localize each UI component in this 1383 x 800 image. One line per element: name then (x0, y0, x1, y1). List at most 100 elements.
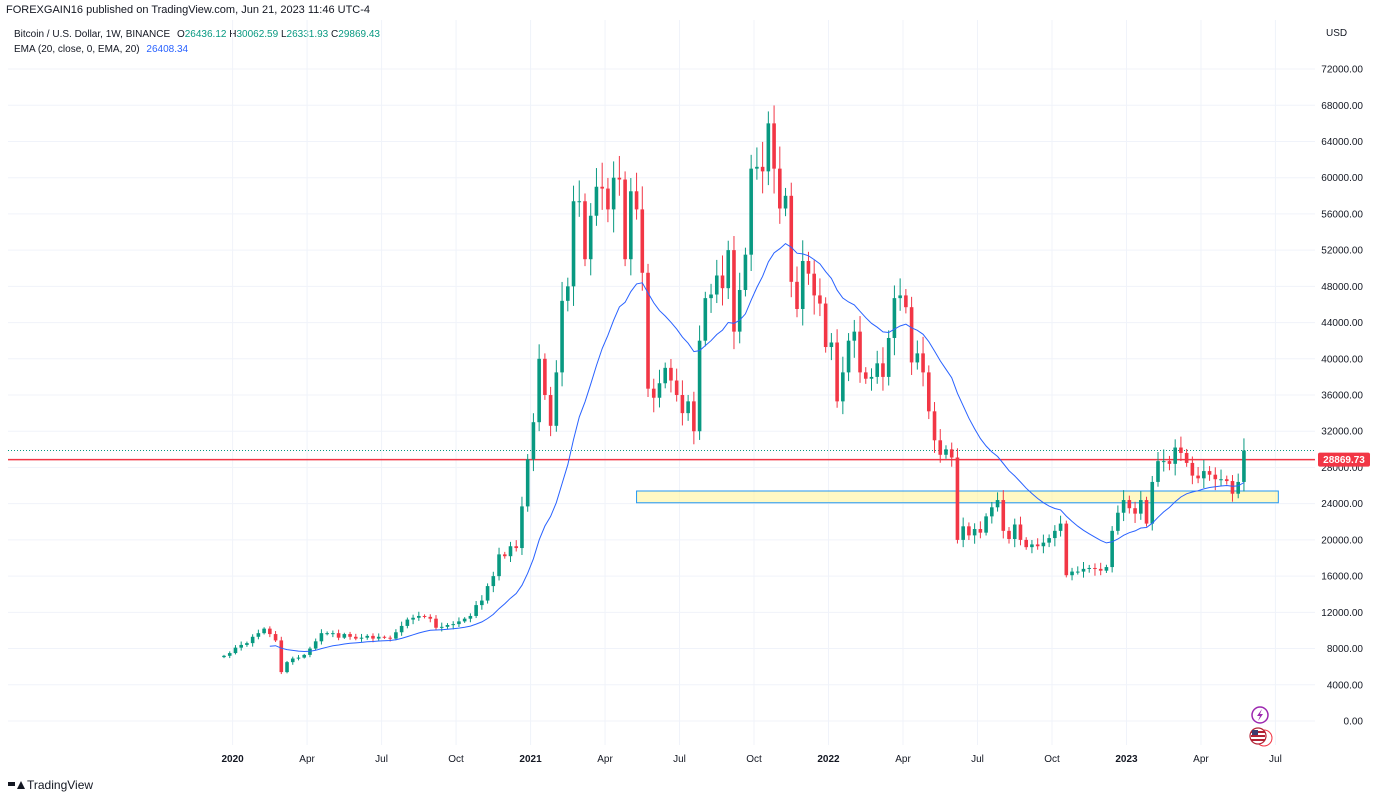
candle-body (1179, 447, 1183, 453)
candle-body (646, 272, 650, 389)
candle (846, 333, 851, 382)
candle (480, 595, 484, 610)
candle (537, 344, 541, 432)
candle-body (485, 586, 490, 601)
candle (875, 350, 880, 384)
candle (285, 660, 289, 674)
candle (1207, 466, 1212, 481)
candle (1116, 505, 1120, 535)
candle-body (1070, 571, 1074, 576)
candle (766, 111, 771, 186)
candle (1007, 527, 1011, 544)
candle (760, 141, 765, 194)
candle (1024, 537, 1028, 550)
candle-body (336, 633, 341, 638)
candle-body (245, 643, 249, 645)
candle (268, 626, 272, 638)
candle (588, 203, 593, 276)
candle-body (531, 422, 536, 460)
candle-body (474, 605, 478, 616)
candle-body (967, 526, 971, 536)
candle (646, 263, 650, 397)
candle-body (382, 636, 387, 638)
candle-body (508, 546, 513, 557)
candle-body (233, 647, 238, 654)
candle-body (1161, 461, 1166, 463)
candle-body (308, 648, 312, 655)
candle-body (1139, 500, 1143, 514)
currency-label[interactable]: USD (1326, 28, 1348, 39)
candle (1219, 469, 1223, 487)
y-tick-label: 8000.00 (1327, 644, 1364, 655)
candle (755, 147, 759, 180)
candle (726, 240, 731, 299)
symbol-name[interactable]: Bitcoin / U.S. Dollar, 1W, BINANCE (14, 29, 171, 40)
close-value: 29869.43 (338, 29, 380, 40)
ema-label[interactable]: EMA (20, close, 0, EMA, 20) (14, 44, 140, 55)
candle-body (1075, 571, 1080, 573)
candle-body (1093, 567, 1097, 569)
candle-body (365, 635, 370, 638)
us-flag-icon[interactable] (1249, 727, 1273, 747)
candle (1064, 520, 1069, 578)
candle (886, 330, 891, 386)
candle (921, 336, 925, 387)
candle-body (313, 641, 318, 649)
candle-body (869, 376, 874, 379)
candle-body (600, 186, 604, 189)
x-tick-label: 2022 (817, 754, 840, 765)
candle (1121, 490, 1126, 522)
lightning-icon[interactable] (1251, 706, 1269, 724)
candle-body (743, 254, 748, 290)
candle (1001, 490, 1006, 539)
candle (812, 260, 816, 315)
candle (938, 429, 943, 463)
candle (829, 333, 834, 361)
candle (508, 541, 513, 562)
candle (823, 297, 828, 353)
x-tick-label: Oct (448, 754, 464, 765)
candle-body (806, 261, 811, 274)
candle-body (835, 342, 839, 402)
candle (1047, 534, 1051, 548)
candle-body (560, 300, 564, 373)
candle-body (1156, 461, 1160, 482)
horizontal-level-line (8, 450, 1315, 461)
tradingview-brand[interactable]: TradingView (8, 778, 93, 792)
tradingview-logo-icon (8, 780, 25, 790)
candle (1144, 496, 1149, 527)
candle (1058, 515, 1063, 537)
candle (290, 656, 295, 665)
candle-body (394, 632, 398, 639)
candle (1087, 564, 1092, 573)
candle-body (1127, 500, 1132, 509)
candle (686, 394, 690, 421)
candle-body (1104, 567, 1109, 571)
candle (1035, 538, 1040, 550)
candle (926, 365, 931, 420)
candle-body (795, 281, 799, 309)
open-label: O (176, 29, 185, 40)
candle-body (812, 273, 816, 296)
candle-body (525, 459, 530, 507)
candle (858, 316, 862, 383)
candle-body (778, 168, 782, 209)
candle (336, 629, 341, 641)
candle (800, 240, 805, 326)
candle (611, 161, 616, 233)
candle (502, 551, 507, 559)
x-tick-label: Jul (1269, 754, 1282, 765)
candle (457, 617, 461, 628)
candle (904, 289, 908, 314)
candle-body (331, 633, 335, 635)
x-tick-label: Jul (971, 754, 984, 765)
candle (1230, 475, 1235, 502)
candle-body (938, 440, 943, 455)
candle (428, 614, 433, 623)
candle (1161, 449, 1166, 472)
candle (411, 614, 415, 625)
candle (1053, 525, 1057, 547)
candle (525, 454, 530, 512)
candle-body (818, 295, 822, 304)
